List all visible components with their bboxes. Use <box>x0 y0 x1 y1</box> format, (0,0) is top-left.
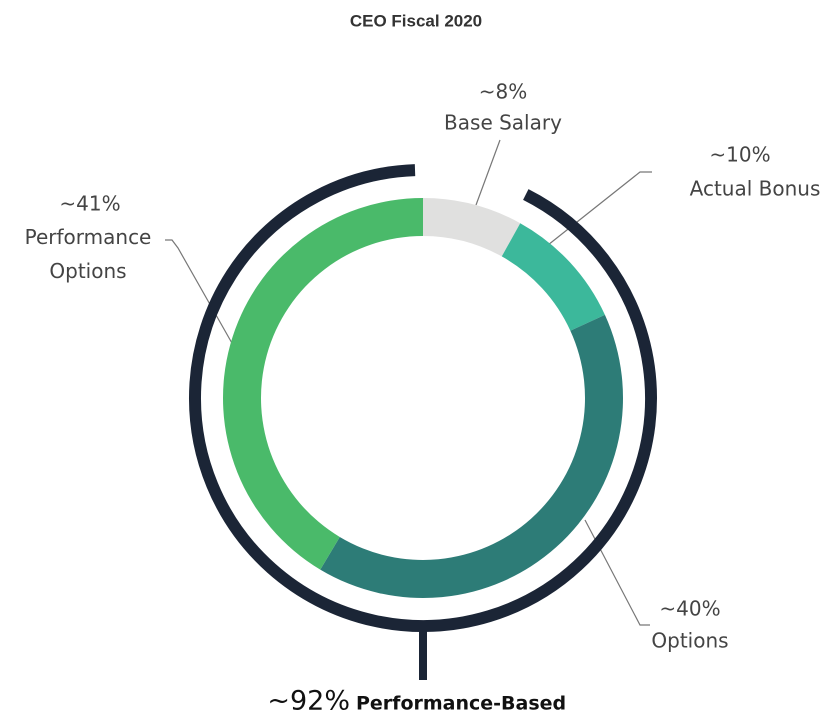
value-label: ~40% <box>659 597 720 621</box>
donut-segment <box>501 223 605 331</box>
chart-title: CEO Fiscal 2020 <box>350 11 482 30</box>
category-label: Performance Options <box>25 225 152 283</box>
annotation-text: Performance-Based <box>356 693 566 715</box>
leader-line <box>475 139 501 206</box>
value-label: ~10% <box>709 143 770 167</box>
value-label: ~8% <box>479 80 528 104</box>
bracket-arc <box>189 164 657 632</box>
category-label: Options <box>651 629 728 653</box>
value-label: ~41% <box>59 192 120 216</box>
leader-line <box>165 239 238 353</box>
donut-segment <box>423 198 521 257</box>
category-label: Base Salary <box>444 111 562 135</box>
donut-segment <box>320 314 623 598</box>
annotation-value: ~92% <box>267 686 350 717</box>
leader-line <box>584 519 650 626</box>
donut-segment <box>222 198 423 570</box>
category-label: Actual Bonus <box>690 177 821 201</box>
leader-line <box>547 171 652 246</box>
